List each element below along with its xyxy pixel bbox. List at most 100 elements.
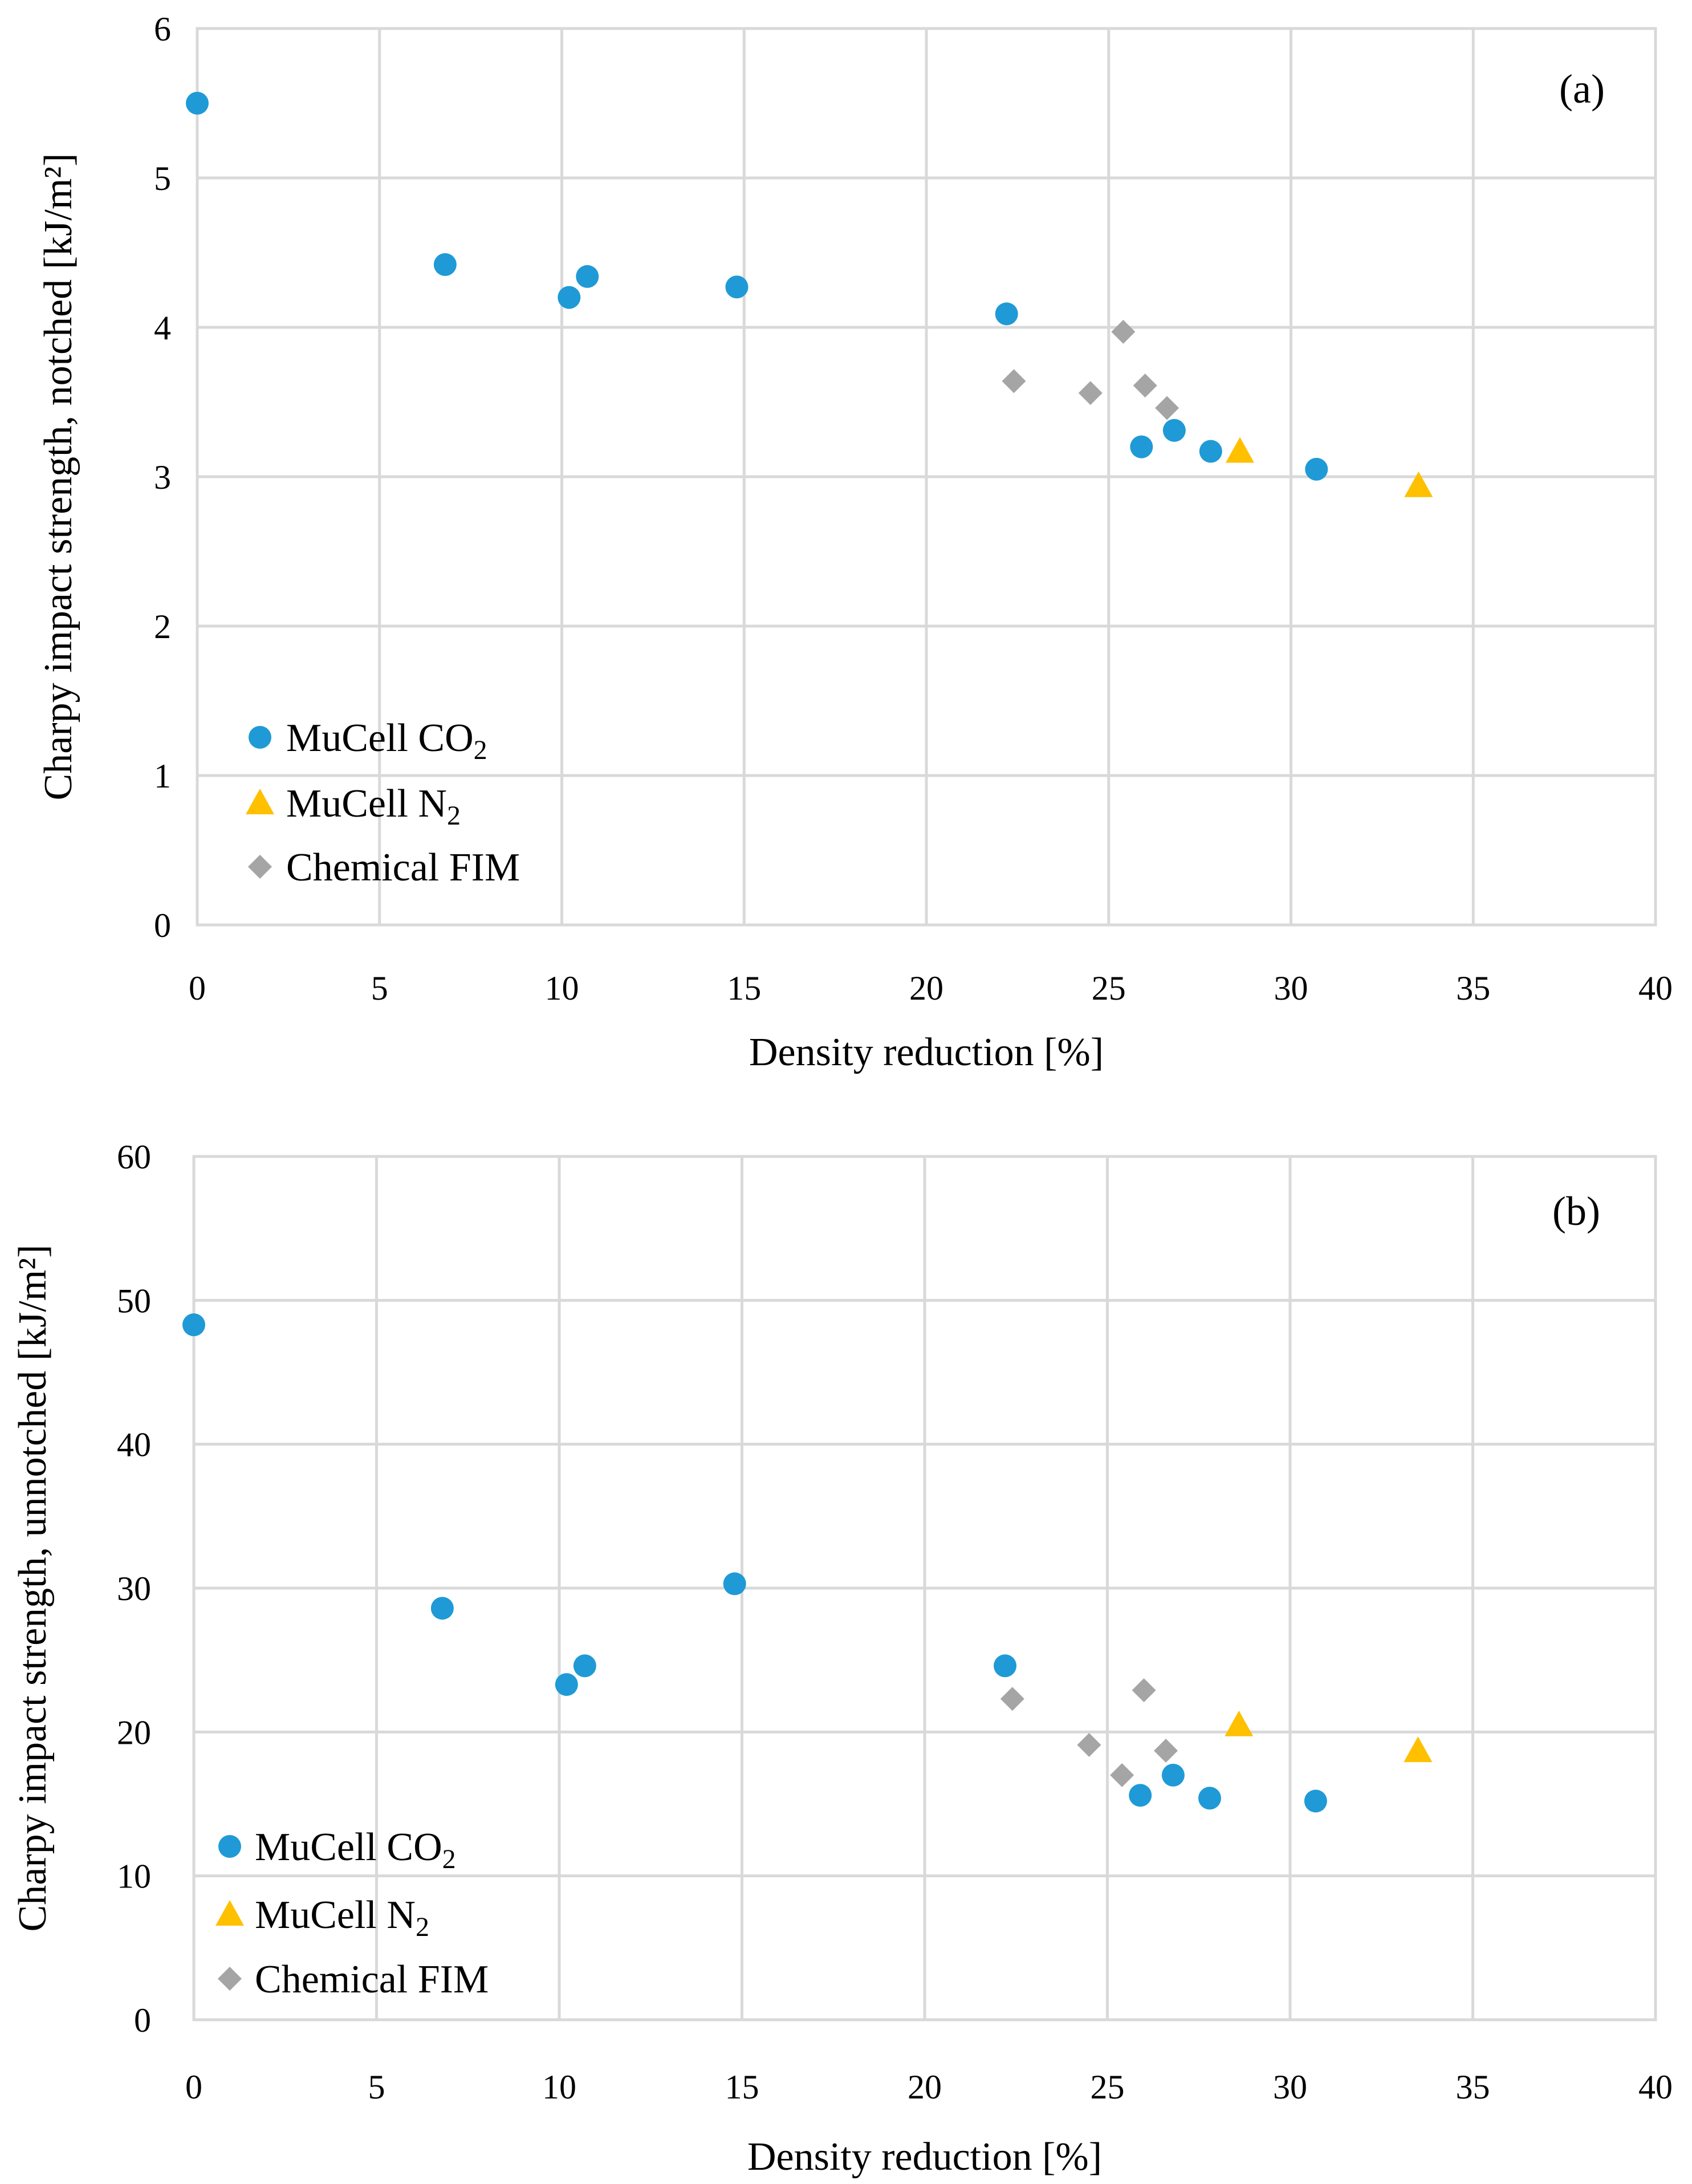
legend-marker-circle bbox=[218, 1835, 241, 1858]
x-axis-title: Density reduction [%] bbox=[749, 1030, 1104, 1074]
data-point bbox=[1111, 319, 1136, 344]
data-point bbox=[1199, 440, 1222, 463]
legend-marker-triangle bbox=[246, 789, 274, 814]
y-tick-label: 0 bbox=[134, 2002, 151, 2039]
data-point bbox=[1404, 1736, 1433, 1763]
legend-label-subscript: 2 bbox=[447, 801, 461, 831]
x-tick-label: 30 bbox=[1273, 2068, 1307, 2106]
y-tick-label: 10 bbox=[117, 1858, 151, 1895]
x-tick-label: 30 bbox=[1274, 969, 1308, 1007]
y-tick-label: 40 bbox=[117, 1426, 151, 1464]
x-tick-label: 5 bbox=[368, 2068, 385, 2106]
y-tick-label: 60 bbox=[117, 1138, 151, 1176]
panel-label: (a) bbox=[1559, 66, 1605, 112]
x-tick-label: 0 bbox=[189, 969, 206, 1007]
data-point bbox=[1133, 374, 1157, 398]
legend-label: MuCell CO2 bbox=[286, 716, 487, 765]
data-point bbox=[1132, 1678, 1156, 1703]
legend-label: Chemical FIM bbox=[255, 1958, 489, 2002]
x-tick-label: 15 bbox=[725, 2068, 759, 2106]
x-tick-label: 35 bbox=[1456, 2068, 1490, 2106]
data-point bbox=[1129, 1784, 1152, 1807]
x-tick-label: 35 bbox=[1456, 969, 1490, 1007]
y-tick-label: 3 bbox=[154, 458, 171, 496]
y-tick-label: 0 bbox=[154, 907, 171, 944]
series-mucell-co2 bbox=[186, 92, 1328, 481]
data-point bbox=[1130, 435, 1153, 458]
x-tick-label: 10 bbox=[545, 969, 579, 1007]
x-tick-label: 0 bbox=[185, 2068, 202, 2106]
legend-marker-diamond bbox=[248, 855, 272, 879]
x-tick-label: 20 bbox=[908, 2068, 942, 2106]
data-point bbox=[995, 302, 1018, 326]
x-tick-label: 40 bbox=[1638, 2068, 1673, 2106]
data-point bbox=[433, 253, 457, 276]
data-point bbox=[1154, 1739, 1178, 1763]
series-mucell-n2 bbox=[1225, 1710, 1433, 1763]
data-point bbox=[1002, 369, 1026, 393]
data-point bbox=[1225, 437, 1254, 463]
data-point bbox=[1110, 1763, 1134, 1788]
legend: MuCell CO2 MuCell N2 Chemical FIM bbox=[246, 716, 520, 890]
data-point bbox=[1404, 471, 1433, 497]
y-tick-label: 4 bbox=[154, 309, 171, 347]
data-point bbox=[1161, 1764, 1185, 1787]
data-point bbox=[1162, 419, 1186, 442]
data-point bbox=[555, 1673, 578, 1696]
data-point bbox=[430, 1597, 454, 1620]
data-point bbox=[1198, 1787, 1221, 1810]
data-point bbox=[1000, 1687, 1024, 1711]
data-point bbox=[558, 286, 581, 309]
series-mucell-co2 bbox=[182, 1313, 1327, 1813]
y-tick-label: 30 bbox=[117, 1570, 151, 1607]
y-axis-title: Charpy impact strength, notched [kJ/m²] bbox=[36, 153, 80, 801]
plot-area bbox=[196, 27, 1657, 927]
legend-marker-diamond bbox=[218, 1967, 242, 1991]
legend-marker-circle bbox=[249, 726, 271, 749]
data-point bbox=[573, 1654, 596, 1678]
data-point bbox=[1304, 1789, 1327, 1813]
data-point bbox=[723, 1572, 746, 1596]
y-tick-label: 5 bbox=[154, 160, 171, 197]
legend: MuCell CO2 MuCell N2 Chemical FIM bbox=[215, 1825, 489, 2002]
legend-label-subscript: 2 bbox=[442, 1844, 456, 1874]
y-tick-label: 2 bbox=[154, 608, 171, 646]
chart-panel-b: 0 5 10 15 20 25 30 35 40 0 10 20 30 40 50 60 Density red… bbox=[11, 1138, 1673, 2179]
data-point bbox=[1078, 381, 1103, 405]
chart-panel-a: 0 5 10 15 20 25 30 35 40 0 1 2 3 4 5 6 Density reduction… bbox=[36, 10, 1673, 1074]
y-tick-label: 50 bbox=[117, 1282, 151, 1320]
legend-label: MuCell N2 bbox=[255, 1893, 429, 1942]
x-tick-label: 25 bbox=[1092, 969, 1126, 1007]
legend-marker-triangle bbox=[215, 1900, 244, 1926]
x-tick-label: 15 bbox=[727, 969, 761, 1007]
x-tick-label: 10 bbox=[542, 2068, 576, 2106]
legend-label-subscript: 2 bbox=[474, 735, 487, 765]
data-point bbox=[1225, 1710, 1254, 1736]
data-point bbox=[1305, 457, 1328, 481]
x-tick-label: 5 bbox=[371, 969, 388, 1007]
legend-label: MuCell N2 bbox=[286, 782, 461, 831]
legend-label: Chemical FIM bbox=[286, 846, 520, 890]
data-point bbox=[186, 92, 209, 115]
series-chemical-fim bbox=[1000, 1678, 1178, 1788]
data-point bbox=[182, 1313, 205, 1337]
data-point bbox=[1077, 1733, 1101, 1757]
panel-label: (b) bbox=[1552, 1188, 1600, 1234]
y-tick-label: 1 bbox=[154, 757, 171, 795]
legend-label-subscript: 2 bbox=[416, 1912, 429, 1942]
plot-area bbox=[192, 1155, 1657, 2021]
x-tick-label: 25 bbox=[1091, 2068, 1125, 2106]
legend-label: MuCell CO2 bbox=[255, 1825, 456, 1874]
x-tick-label: 20 bbox=[909, 969, 943, 1007]
y-tick-label: 6 bbox=[154, 10, 171, 48]
data-point bbox=[1155, 396, 1179, 420]
y-axis-title: Charpy impact strength, unnotched [kJ/m²… bbox=[11, 1245, 55, 1932]
data-point bbox=[994, 1654, 1017, 1678]
y-tick-label: 20 bbox=[117, 1714, 151, 1751]
x-axis-title: Density reduction [%] bbox=[747, 2135, 1102, 2179]
series-chemical-fim bbox=[1002, 319, 1179, 420]
data-point bbox=[576, 265, 599, 288]
data-point bbox=[725, 275, 749, 299]
series-mucell-n2 bbox=[1225, 437, 1433, 497]
